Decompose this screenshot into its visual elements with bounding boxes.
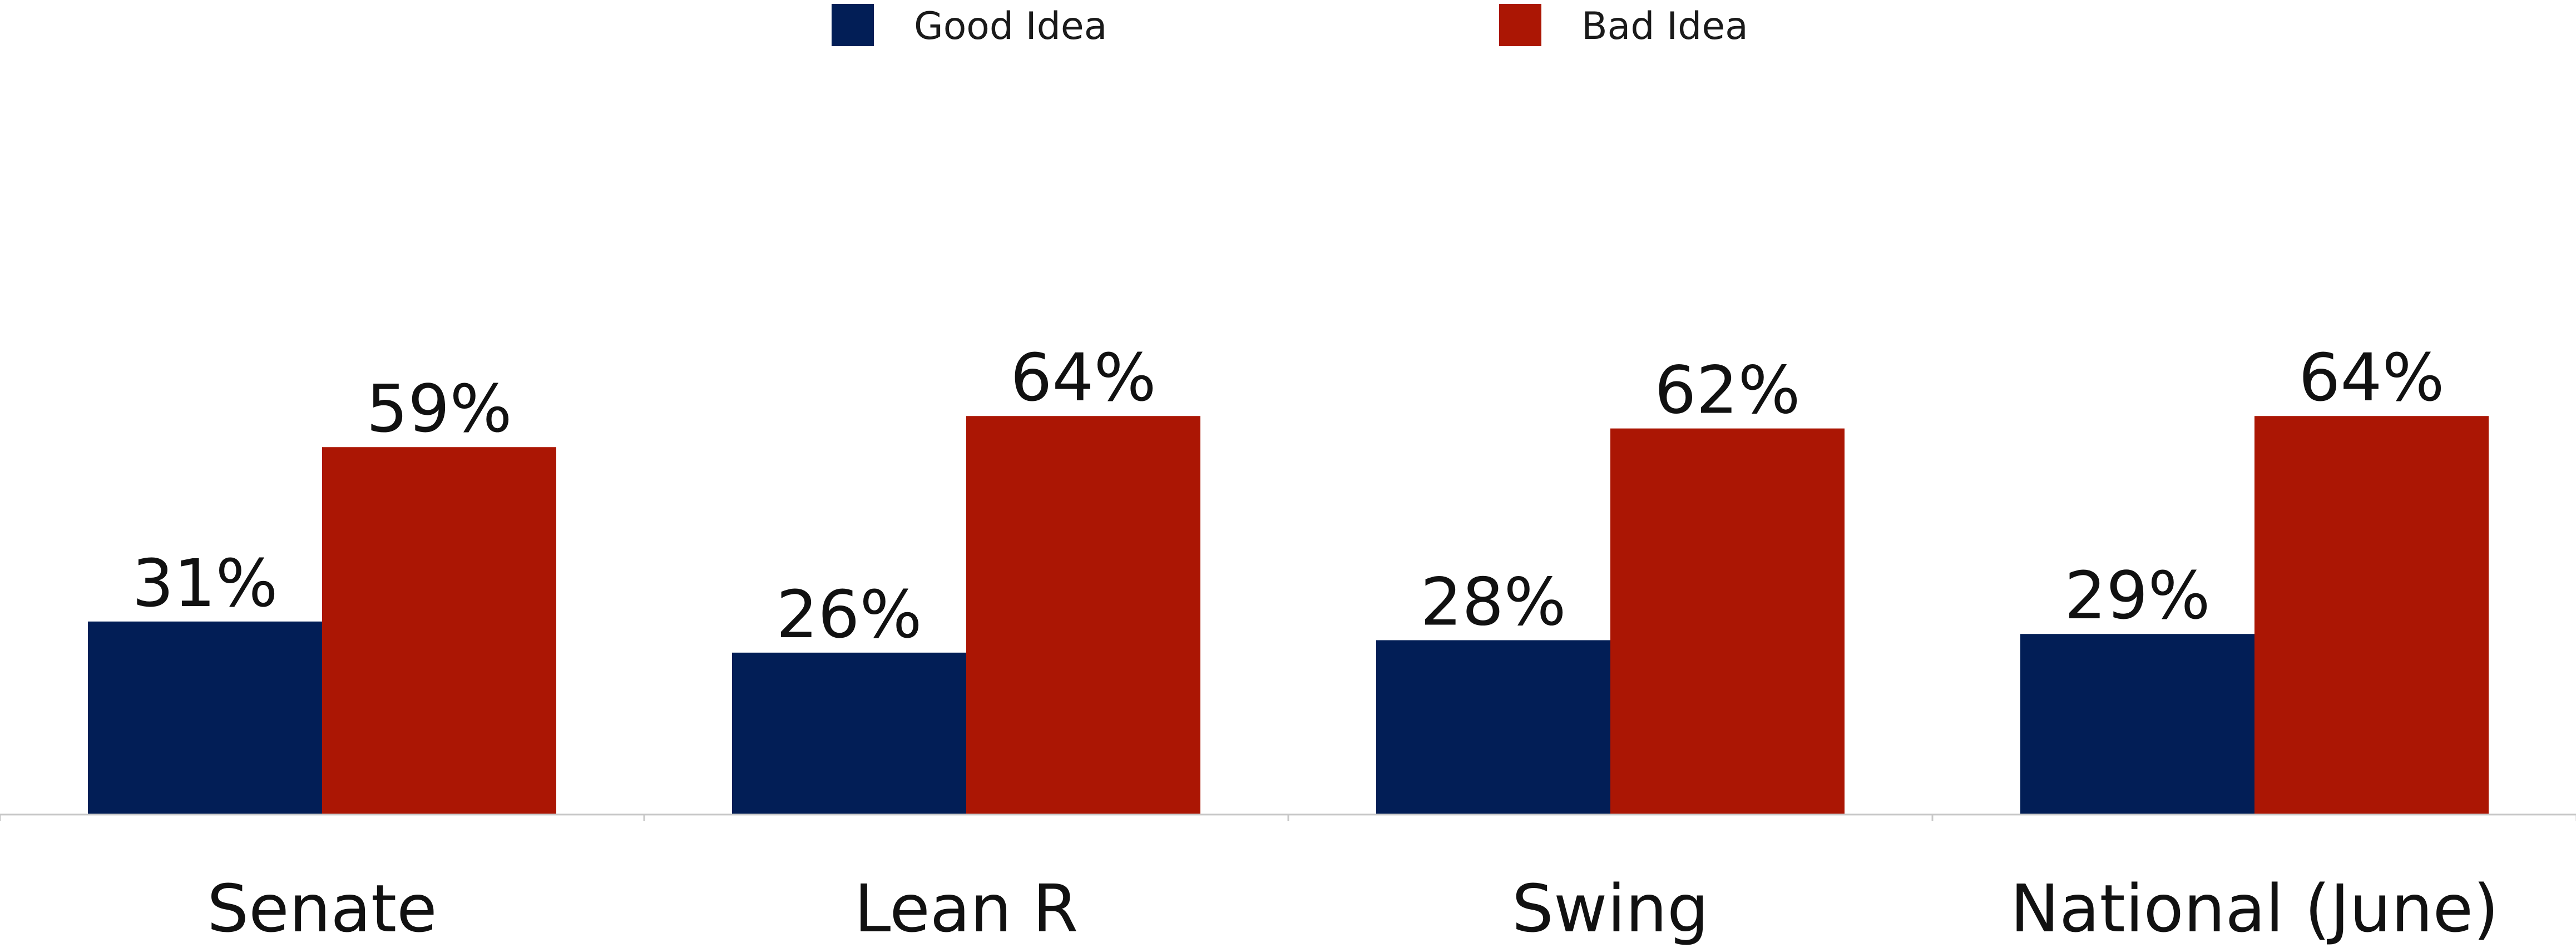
value-label-bad-idea-senate: 59% <box>366 370 512 447</box>
value-labels: 31% 59% 26% 64% 28% 62% 29% 64% <box>132 339 2444 653</box>
bar-good-idea-national-june <box>2020 634 2254 815</box>
legend-label-bad-idea: Bad Idea <box>1581 4 1748 48</box>
value-label-good-idea-national-june: 29% <box>2064 557 2210 634</box>
category-label-swing: Swing <box>1512 870 1709 947</box>
category-label-senate: Senate <box>207 870 437 947</box>
legend: Good Idea Bad Idea <box>832 4 1748 48</box>
value-label-bad-idea-lean-r: 64% <box>1010 339 1156 416</box>
category-label-lean-r: Lean R <box>854 870 1079 947</box>
category-label-national-june: National (June) <box>2010 870 2499 947</box>
bar-bad-idea-lean-r <box>966 416 1200 815</box>
bar-bad-idea-swing <box>1610 428 1845 815</box>
category-labels: Senate Lean R Swing National (June) <box>207 870 2499 947</box>
value-label-bad-idea-national-june: 64% <box>2298 339 2444 416</box>
value-label-bad-idea-swing: 62% <box>1654 352 1800 429</box>
bar-bad-idea-senate <box>322 447 556 815</box>
bar-good-idea-senate <box>88 621 322 815</box>
legend-label-good-idea: Good Idea <box>914 4 1107 48</box>
bar-good-idea-lean-r <box>732 652 966 815</box>
legend-swatch-good-idea <box>832 4 874 46</box>
x-axis-ticks <box>0 815 2576 821</box>
value-label-good-idea-swing: 28% <box>1420 563 1566 640</box>
bar-good-idea-swing <box>1376 640 1610 815</box>
bars <box>88 416 2489 815</box>
legend-swatch-bad-idea <box>1499 4 1541 46</box>
value-label-good-idea-lean-r: 26% <box>776 576 922 653</box>
bar-bad-idea-national-june <box>2254 416 2489 815</box>
value-label-good-idea-senate: 31% <box>132 545 278 622</box>
